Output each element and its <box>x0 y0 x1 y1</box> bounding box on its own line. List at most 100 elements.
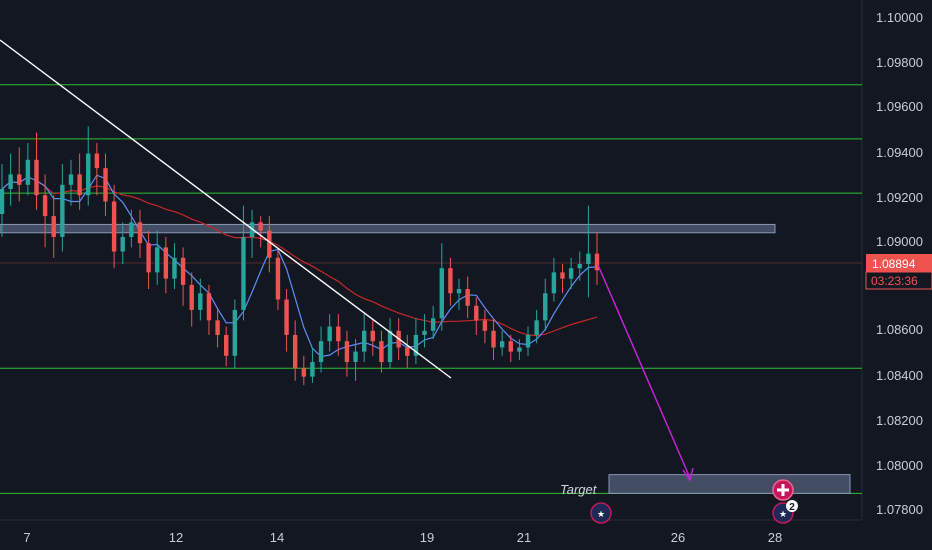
x-tick-label-0: 7 <box>23 530 30 545</box>
resistance-zone <box>0 223 776 234</box>
y-axis-ticks: 1.10000 1.09800 1.09600 1.09400 1.09200 1.090… <box>876 10 923 517</box>
y-tick-label-1: 1.09800 <box>876 55 923 70</box>
last-price-tag: 1.08894 03:23:36 <box>865 254 932 290</box>
target-zone <box>608 474 851 494</box>
candle-body-32 <box>275 257 281 300</box>
y-tick-label-2: 1.09600 <box>876 99 923 114</box>
candle-body-16 <box>137 222 143 244</box>
y-tick-label-8: 1.08200 <box>876 413 923 428</box>
candle-body-27 <box>232 309 238 356</box>
svg-text:★: ★ <box>779 509 787 519</box>
event-icon-ch[interactable] <box>772 479 794 501</box>
y-tick-label-10: 1.07800 <box>876 502 923 517</box>
y-tick-label-7: 1.08400 <box>876 368 923 383</box>
projection-arrow-line <box>597 264 691 479</box>
y-tick-label-5: 1.09000 <box>876 234 923 249</box>
candle-body-10 <box>86 153 91 196</box>
candle-body-53 <box>456 289 462 294</box>
x-axis-ticks: 7 12 14 19 21 26 28 <box>23 530 782 545</box>
candle-body-11 <box>94 153 100 169</box>
candle-body-30 <box>258 222 263 231</box>
candle-body-28 <box>241 236 246 310</box>
candle-body-59 <box>508 341 513 352</box>
candle-body-41 <box>353 351 358 363</box>
y-tick-label-3: 1.09400 <box>876 145 923 160</box>
candle-body-6 <box>51 216 56 237</box>
event-icon-eu-1[interactable]: ★ <box>590 502 612 524</box>
candle-body-44 <box>379 341 384 363</box>
svg-text:★: ★ <box>597 509 605 519</box>
candle-body-33 <box>284 299 289 335</box>
candle-body-14 <box>120 236 125 252</box>
candle-body-15 <box>129 222 134 237</box>
candle-body-51 <box>439 268 444 319</box>
candle-body-43 <box>370 330 375 342</box>
candle-body-5 <box>42 195 48 217</box>
candle-body-1 <box>8 174 13 189</box>
x-tick-label-2: 14 <box>270 530 284 545</box>
candle-body-52 <box>448 268 453 294</box>
candle-body-40 <box>344 341 350 363</box>
x-tick-label-4: 21 <box>517 530 531 545</box>
candle-body-18 <box>155 247 160 273</box>
candle-body-36 <box>310 362 315 377</box>
candle-body-19 <box>163 247 169 279</box>
x-tick-label-6: 28 <box>768 530 782 545</box>
moving-averages <box>1 174 598 358</box>
candle-body-55 <box>474 305 479 321</box>
x-tick-label-1: 12 <box>169 530 183 545</box>
y-tick-label-9: 1.08000 <box>876 458 923 473</box>
candle-body-56 <box>482 320 488 331</box>
candle-body-57 <box>491 330 496 348</box>
candlesticks <box>0 126 600 385</box>
candle-body-62 <box>534 320 539 335</box>
candle-body-9 <box>77 174 82 196</box>
trendline <box>0 39 452 379</box>
candle-body-60 <box>517 347 522 352</box>
projection-arrow-group <box>597 264 694 482</box>
candle-body-50 <box>430 318 436 331</box>
candle-body-39 <box>336 326 341 342</box>
candle-body-45 <box>387 330 393 363</box>
candle-body-12 <box>103 168 108 202</box>
candle-body-23 <box>198 293 203 310</box>
x-tick-label-5: 26 <box>671 530 685 545</box>
last-price-label: 1.08894 <box>872 257 916 271</box>
candle-body-4 <box>34 159 39 196</box>
candle-body-0 <box>0 188 5 214</box>
candle-body-67 <box>577 264 582 269</box>
candle-body-38 <box>327 326 332 342</box>
trendline-group <box>0 39 452 379</box>
candle-body-64 <box>551 272 557 294</box>
candle-body-66 <box>568 268 574 279</box>
projection-arrow-head <box>682 467 694 482</box>
horizontal-levels <box>0 84 862 494</box>
x-tick-label-3: 19 <box>420 530 434 545</box>
candle-body-68 <box>586 253 591 265</box>
candle-body-54 <box>465 289 470 306</box>
candle-body-31 <box>267 230 272 258</box>
candle-body-2 <box>17 174 22 185</box>
candle-body-65 <box>560 272 565 279</box>
candle-body-63 <box>543 293 548 321</box>
candle-body-34 <box>292 334 298 369</box>
ma-fast-line <box>1 174 598 358</box>
candle-body-7 <box>60 184 65 237</box>
candle-body-25 <box>215 320 220 335</box>
candle-body-26 <box>224 334 229 356</box>
y-tick-label-4: 1.09200 <box>876 190 923 205</box>
candle-body-47 <box>405 347 410 356</box>
candle-body-22 <box>189 284 194 310</box>
candle-body-48 <box>413 334 419 356</box>
candle-body-69 <box>594 253 600 271</box>
candle-body-8 <box>68 174 74 185</box>
target-label: Target <box>560 482 598 497</box>
event-badge-count: 2 <box>789 502 795 513</box>
candle-body-20 <box>172 257 177 279</box>
event-icon-eu-2[interactable]: ★ 2 <box>772 500 798 524</box>
candle-body-13 <box>111 201 117 252</box>
candle-body-24 <box>206 293 212 321</box>
